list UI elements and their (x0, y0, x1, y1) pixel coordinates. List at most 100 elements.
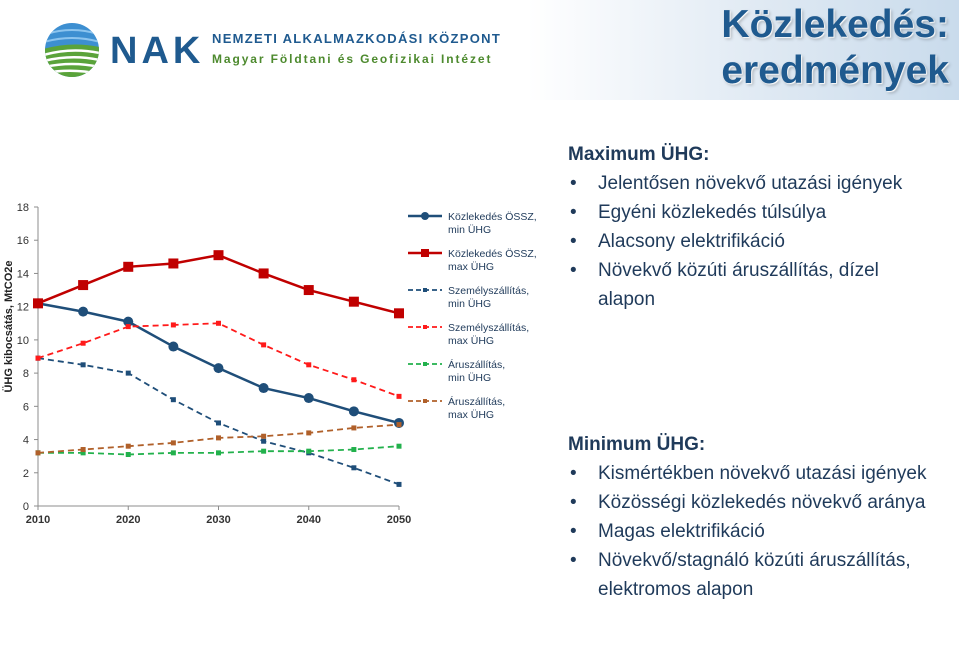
legend-label: Közlekedés ÖSSZ, max ÜHG (448, 248, 537, 273)
x-tick-label: 2030 (206, 514, 230, 526)
data-point (78, 280, 89, 291)
min-ghg-block: Minimum ÜHG: Kismértékben növekvő utazás… (568, 430, 948, 604)
data-point (351, 465, 357, 471)
data-point (125, 452, 131, 458)
series-line (37, 322, 400, 398)
data-point (351, 425, 357, 431)
data-point (170, 397, 176, 403)
data-point (261, 448, 267, 454)
y-tick-label: 4 (23, 435, 29, 447)
data-point (306, 448, 312, 454)
page-title-line2: eredmények (721, 49, 949, 92)
page-title: Közlekedés: eredmények (721, 2, 949, 94)
y-tick-label: 0 (23, 501, 29, 513)
data-point (261, 433, 267, 439)
logo-wordmark: NAK (110, 30, 205, 72)
list-item: Kismértékben növekvő utazási igények (568, 459, 948, 488)
min-ghg-list: Kismértékben növekvő utazási igények Köz… (568, 459, 948, 604)
x-tick-label: 2050 (387, 514, 411, 526)
data-point (78, 306, 89, 317)
data-point (396, 443, 402, 449)
org-name: NEMZETI ALKALMAZKODÁSI KÖZPONT (212, 31, 502, 46)
data-point (170, 440, 176, 446)
list-item: Növekvő/stagnáló közúti áruszállítás, el… (568, 546, 948, 604)
data-point (35, 355, 41, 361)
y-tick-label: 14 (17, 268, 29, 280)
y-axis-label: ÜHG kibocsátás, MtCO2e (2, 260, 15, 392)
chart-series-layer (33, 250, 404, 487)
legend-swatch-marker (423, 325, 427, 329)
page-title-line1: Közlekedés: (721, 3, 949, 46)
data-point (213, 363, 224, 374)
data-point (33, 298, 43, 309)
data-point (216, 420, 221, 426)
data-point (303, 285, 314, 296)
y-tick-label: 10 (17, 335, 29, 347)
list-item: Közösségi közlekedés növekvő aránya (568, 488, 948, 517)
x-tick-label: 2020 (116, 514, 140, 526)
data-point (80, 447, 86, 453)
y-tick-label: 18 (17, 202, 29, 214)
legend-swatch-marker (423, 288, 427, 292)
legend-swatch-marker (421, 212, 429, 220)
legend-swatch-marker (423, 399, 427, 403)
data-point (216, 435, 221, 441)
max-ghg-heading: Maximum ÜHG: (568, 144, 710, 165)
data-point (80, 362, 86, 368)
x-tick-label: 2040 (297, 514, 321, 526)
data-point (80, 340, 86, 346)
legend-label: Közlekedés ÖSSZ, min ÜHG (448, 211, 537, 236)
data-point (168, 341, 179, 352)
legend-label: Személyszállítás, max ÜHG (448, 322, 529, 347)
data-point (170, 450, 176, 456)
org-subtitle: Magyar Földtani és Geofizikai Intézet (212, 52, 493, 66)
legend-label: Személyszállítás, min ÜHG (448, 285, 529, 310)
max-ghg-block: Maximum ÜHG: Jelentősen növekvő utazási … (568, 140, 938, 314)
data-point (303, 393, 314, 404)
data-point (394, 308, 404, 319)
data-point (258, 268, 269, 279)
data-point (306, 430, 312, 436)
list-item: Alacsony elektrifikáció (568, 227, 938, 256)
legend-swatch-marker (423, 362, 427, 366)
data-point (396, 393, 402, 399)
y-tick-label: 2 (23, 468, 29, 480)
list-item: Jelentősen növekvő utazási igények (568, 169, 938, 198)
nak-globe-logo-icon (45, 23, 99, 77)
data-point (396, 422, 402, 428)
legend-swatch-marker (421, 249, 429, 257)
data-point (213, 250, 224, 261)
y-tick-label: 8 (23, 368, 29, 380)
emissions-line-chart: 0 2 4 6 8 10 12 14 16 18 2010 2020 2030 2040 2050 ÜHG k… (2, 202, 537, 526)
data-point (261, 342, 267, 348)
data-point (396, 481, 402, 487)
chart-legend: Közlekedés ÖSSZ, min ÜHG Közlekedés ÖSSZ, m… (408, 211, 537, 421)
data-point (348, 296, 359, 307)
data-point (261, 438, 267, 444)
series-line (37, 253, 400, 315)
legend-label: Áruszállítás, max ÜHG (448, 395, 505, 421)
list-item: Egyéni közlekedés túlsúlya (568, 198, 938, 227)
legend-label: Áruszállítás, min ÜHG (448, 358, 505, 384)
data-point (216, 320, 221, 326)
data-point (258, 383, 269, 394)
data-point (123, 261, 134, 272)
data-point (125, 324, 131, 330)
y-tick-label: 16 (17, 235, 29, 247)
data-point (351, 377, 357, 383)
data-point (348, 406, 359, 417)
data-point (306, 362, 312, 368)
min-ghg-heading: Minimum ÜHG: (568, 434, 706, 455)
list-item: Magas elektrifikáció (568, 517, 948, 546)
chart-axes: 0 2 4 6 8 10 12 14 16 18 2010 2020 2030 2040 2050 ÜHG k… (2, 202, 411, 526)
data-point (80, 450, 86, 456)
y-tick-label: 6 (23, 401, 29, 413)
header-band: NAK NEMZETI ALKALMAZKODÁSI KÖZPONT Magya… (0, 0, 959, 100)
data-point (351, 447, 357, 453)
data-point (168, 258, 179, 269)
data-point (125, 443, 131, 449)
x-tick-label: 2010 (26, 514, 50, 526)
data-point (125, 370, 131, 376)
data-point (35, 450, 41, 456)
list-item: Növekvő közúti áruszállítás, dízel alapo… (568, 256, 938, 314)
